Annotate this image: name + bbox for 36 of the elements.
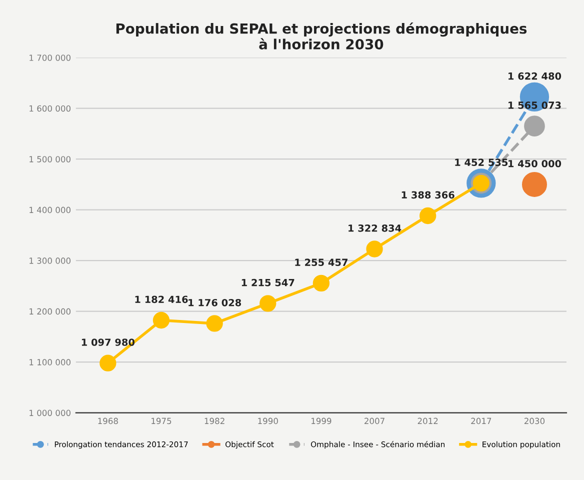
x-tick-label: 1968 [98,418,118,424]
point [152,312,170,329]
point [100,354,116,372]
data-label: 1 182 416 [135,296,188,304]
x-tick-label: 1990 [258,418,278,424]
data-label: 1 215 547 [242,278,294,286]
data-label: 1 452 535 [455,158,508,166]
y-tick-label: 1 100 000 [30,359,71,366]
x-tick-label: 2012 [418,418,438,424]
y-tick-label: 1 200 000 [30,308,71,315]
point [522,172,547,197]
point [524,116,545,136]
data-label: 1 622 480 [508,72,562,80]
data-label: 1 388 366 [402,191,454,199]
y-tick-label: 1 700 000 [30,54,71,61]
y-tick-label: 1 000 000 [30,410,71,416]
x-tick-label: 1999 [312,418,332,424]
point [312,274,330,292]
x-tick-label: 2030 [524,418,545,424]
data-label: 1 176 028 [188,298,242,306]
y-tick-label: 1 300 000 [30,258,71,264]
y-tick-label: 1 600 000 [30,105,71,112]
point [366,240,383,258]
x-tick-label: 2017 [471,418,492,424]
x-tick-label: 1982 [204,418,224,424]
x-tick-label: 1975 [152,418,172,424]
point [420,207,436,224]
point [206,315,223,332]
data-label: 1 450 000 [508,160,562,168]
x-tick-label: 2007 [364,418,384,424]
chart-title: Population du SEPAL et projections démographiques à l'horizon 2030 [116,22,527,50]
data-label: 1 322 834 [348,224,402,232]
point [260,295,276,312]
data-label: 1 255 457 [295,258,348,266]
y-tick-label: 1 400 000 [30,206,71,214]
y-tick-label: 1 500 000 [30,156,71,162]
